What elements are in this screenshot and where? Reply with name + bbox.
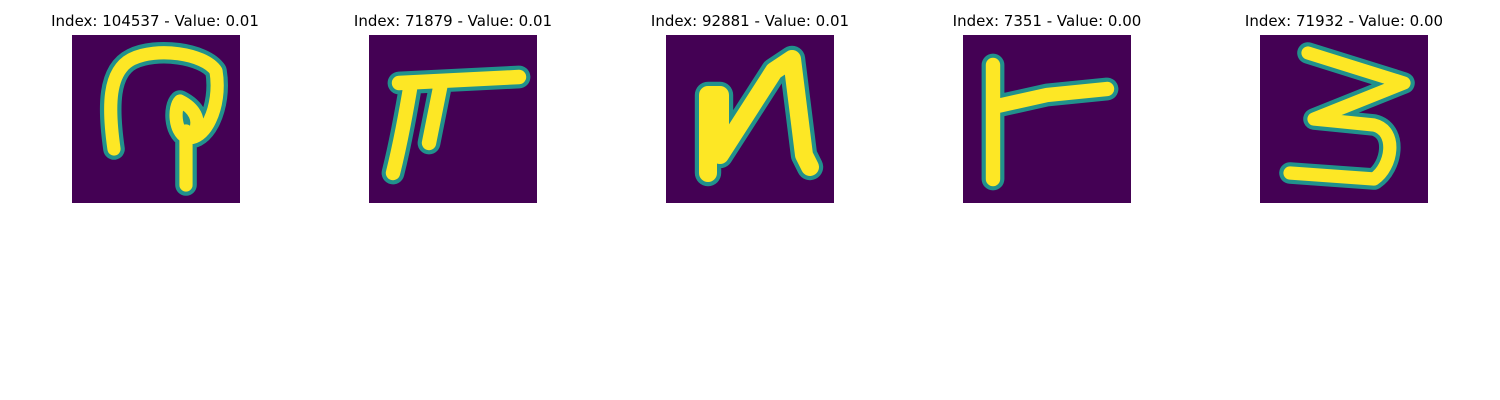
character-image [666,35,834,203]
character-image [963,35,1131,203]
character-image [369,35,537,203]
image-panel-2: Index: 71879 - Value: 0.01 [303,0,603,210]
image-panel-3: Index: 92881 - Value: 0.01 [600,0,900,210]
image-panel-4: Index: 7351 - Value: 0.00 [897,0,1197,210]
panel-title: Index: 92881 - Value: 0.01 [650,12,850,30]
panel-title: Index: 71879 - Value: 0.01 [353,12,553,30]
panel-title: Index: 104537 - Value: 0.01 [51,12,259,30]
panel-title: Index: 71932 - Value: 0.00 [1244,12,1444,30]
character-image [1260,35,1428,203]
panel-title: Index: 7351 - Value: 0.00 [952,12,1142,30]
character-image [72,35,240,203]
image-panel-5: Index: 71932 - Value: 0.00 [1194,0,1494,210]
image-panel-1: Index: 104537 - Value: 0.01 [5,0,305,210]
